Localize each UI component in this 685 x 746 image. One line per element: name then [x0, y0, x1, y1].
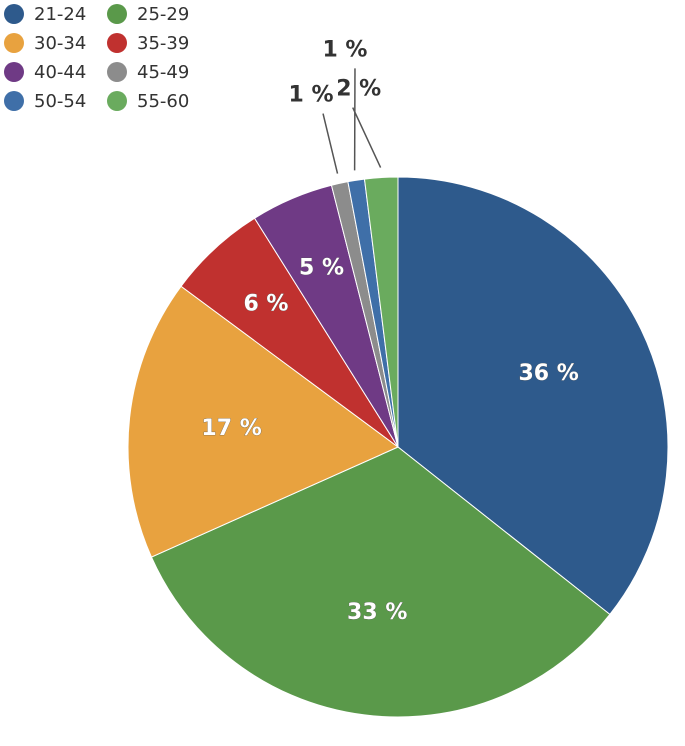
legend-swatch [4, 4, 24, 24]
slice-label-50-54: 1 % [322, 37, 367, 62]
slice-label-40-44: 5 % [299, 255, 344, 280]
legend-label: 45-49 [137, 61, 190, 83]
legend-label: 25-29 [137, 3, 190, 25]
legend-label: 40-44 [34, 61, 87, 83]
legend-item-30-34: 30-34 [4, 31, 86, 55]
legend-item-55-60: 55-60 [107, 89, 189, 113]
pie-slice-21-24 [397, 176, 669, 616]
slice-label-30-34: 17 % [201, 416, 261, 441]
slice-label-55-60: 2 % [336, 77, 381, 102]
legend-item-50-54: 50-54 [4, 89, 86, 113]
legend-label: 21-24 [34, 3, 87, 25]
legend-swatch [107, 62, 127, 82]
legend-swatch [107, 4, 127, 24]
legend-item-21-24: 21-24 [4, 2, 86, 26]
legend-swatch [4, 33, 24, 53]
legend-label: 55-60 [137, 90, 190, 112]
legend-swatch [107, 33, 127, 53]
leader-line-55-60 [352, 107, 382, 168]
slice-label-25-29: 33 % [347, 600, 407, 625]
legend-swatch [4, 91, 24, 111]
slice-label-35-39: 6 % [243, 291, 288, 316]
legend-swatch [107, 91, 127, 111]
legend-item-40-44: 40-44 [4, 60, 86, 84]
leader-line-45-49 [322, 113, 339, 174]
slice-label-45-49: 1 % [289, 83, 334, 108]
pie-slice-55-60 [363, 176, 399, 448]
legend-item-25-29: 25-29 [107, 2, 189, 26]
legend-item-45-49: 45-49 [107, 60, 189, 84]
legend-swatch [4, 62, 24, 82]
slice-label-21-24: 36 % [518, 361, 578, 386]
legend-label: 30-34 [34, 32, 87, 54]
legend-label: 35-39 [137, 32, 190, 54]
pie-slice-30-34 [127, 285, 399, 558]
legend-item-35-39: 35-39 [107, 31, 189, 55]
legend-label: 50-54 [34, 90, 87, 112]
pie-slice-25-29 [150, 446, 611, 718]
